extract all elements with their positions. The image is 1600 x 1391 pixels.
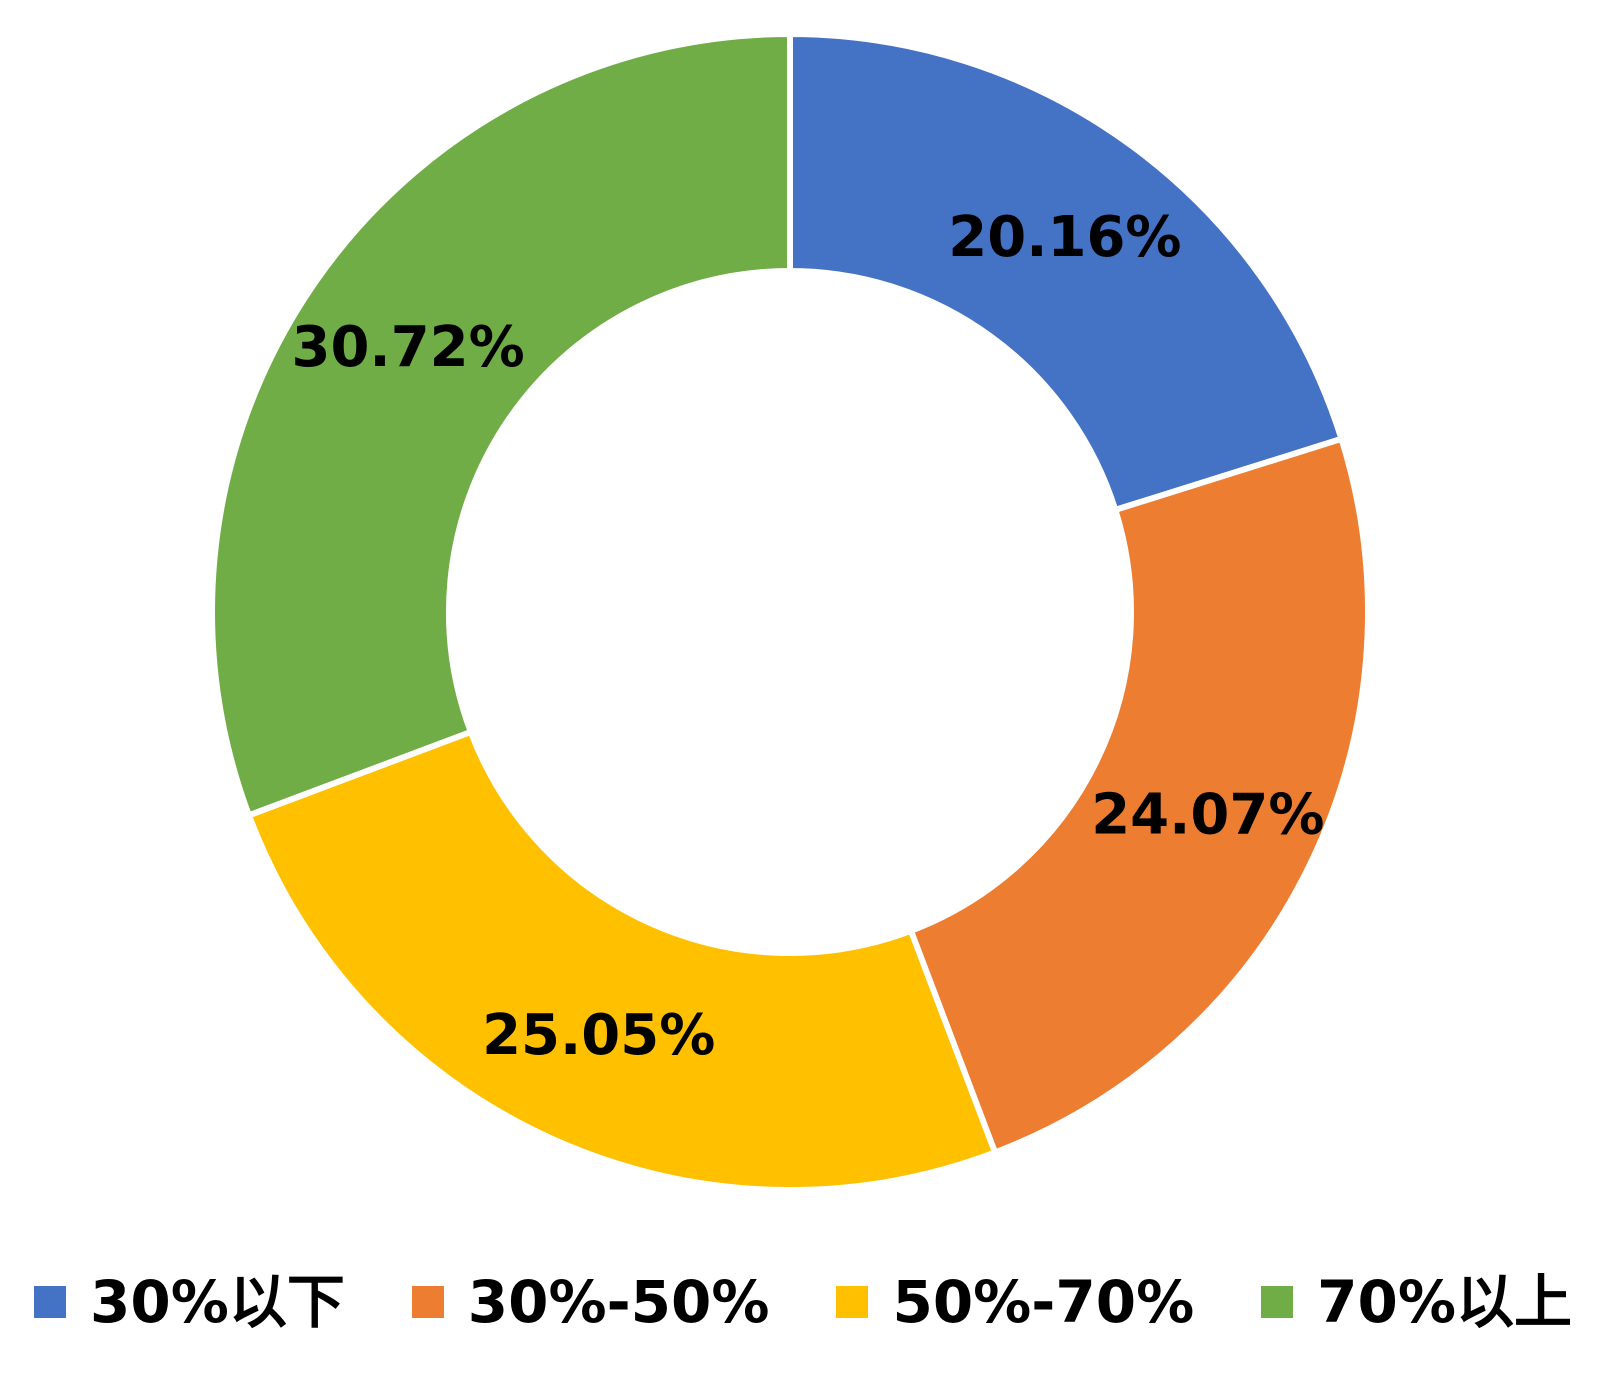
legend-item-1: 30%-50% <box>411 1268 770 1336</box>
legend-swatch <box>34 1286 66 1318</box>
slice-data-label: 24.07% <box>1091 782 1324 847</box>
legend-label: 30%-50% <box>467 1268 770 1336</box>
legend-item-0: 30%以下 <box>34 1273 345 1331</box>
donut-slice-2 <box>245 728 999 1193</box>
slice-data-label: 20.16% <box>948 205 1181 270</box>
legend-item-3: 70%以上 <box>1261 1273 1572 1331</box>
slice-data-label: 25.05% <box>482 1003 715 1068</box>
legend-item-2: 50%-70% <box>836 1273 1194 1331</box>
donut-slice-3 <box>209 30 793 820</box>
legend-label: 70%以上 <box>1317 1268 1572 1336</box>
donut-slice-1 <box>907 435 1371 1157</box>
donut-chart: 20.16% 24.07% 25.05% 30.72% <box>209 30 1371 1193</box>
chart-legend: 30%以下 30%-50% 50%-70% 70%以上 <box>0 1231 1600 1391</box>
legend-swatch <box>836 1286 869 1318</box>
legend-swatch <box>1261 1286 1294 1318</box>
legend-label: 50%-70% <box>892 1268 1195 1336</box>
slice-data-label: 30.72% <box>292 315 525 380</box>
donut-slice-0 <box>787 30 1346 514</box>
legend-label: 30%以下 <box>90 1268 345 1336</box>
legend-swatch <box>411 1286 444 1318</box>
